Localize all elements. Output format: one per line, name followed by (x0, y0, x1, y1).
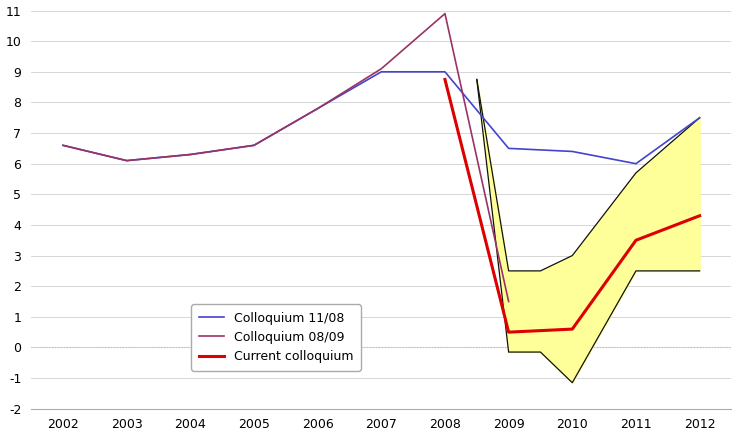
Legend: Colloquium 11/08, Colloquium 08/09, Current colloquium: Colloquium 11/08, Colloquium 08/09, Curr… (192, 304, 361, 371)
